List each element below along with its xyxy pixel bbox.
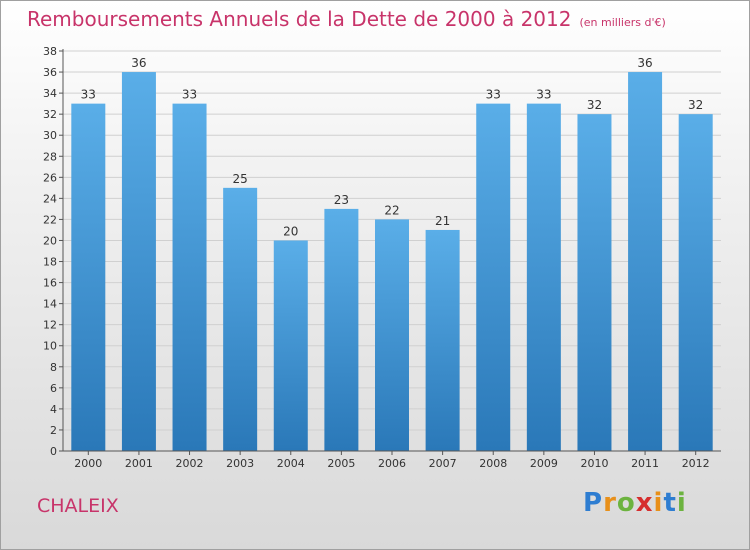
data-label: 33 — [486, 88, 501, 102]
data-label: 25 — [233, 172, 248, 186]
x-tick-label: 2008 — [479, 457, 507, 470]
bar-2009 — [526, 103, 561, 451]
x-tick-label: 2012 — [682, 457, 710, 470]
labels: 0246810121416182022242628303234363833200… — [43, 45, 710, 470]
y-tick-label: 26 — [43, 171, 57, 184]
axes — [59, 49, 721, 455]
x-tick-label: 2001 — [125, 457, 153, 470]
data-label: 23 — [334, 193, 349, 207]
y-tick-label: 22 — [43, 213, 57, 226]
bar-2011 — [628, 72, 663, 451]
logo-letter: i — [653, 488, 664, 518]
bar-2007 — [425, 229, 460, 451]
x-tick-label: 2000 — [74, 457, 102, 470]
bar-2012 — [678, 114, 713, 451]
logo-letter: t — [663, 488, 677, 518]
y-tick-label: 28 — [43, 150, 57, 163]
bar-2005 — [324, 208, 359, 451]
chart-title: Remboursements Annuels de la Dette de 20… — [27, 7, 666, 31]
bar-2003 — [223, 187, 258, 451]
y-tick-label: 20 — [43, 234, 57, 247]
x-tick-label: 2002 — [176, 457, 204, 470]
bar-2004 — [273, 240, 308, 451]
y-tick-label: 32 — [43, 108, 57, 121]
y-tick-label: 8 — [50, 361, 57, 374]
data-label: 21 — [435, 214, 450, 228]
chart-title-text: Remboursements Annuels de la Dette de 20… — [27, 7, 572, 31]
x-tick-label: 2005 — [327, 457, 355, 470]
y-tick-label: 6 — [50, 382, 57, 395]
y-tick-label: 30 — [43, 129, 57, 142]
data-label: 20 — [283, 224, 298, 238]
commune-name: CHALEIX — [37, 495, 119, 517]
x-tick-label: 2004 — [277, 457, 305, 470]
data-label: 22 — [384, 203, 399, 217]
proxiti-logo: Proxiti — [583, 488, 687, 518]
data-label: 36 — [131, 56, 146, 70]
x-tick-label: 2006 — [378, 457, 406, 470]
data-label: 33 — [81, 88, 96, 102]
bar-2001 — [121, 72, 156, 451]
x-tick-label: 2009 — [530, 457, 558, 470]
y-tick-label: 12 — [43, 319, 57, 332]
data-label: 32 — [587, 98, 602, 112]
x-tick-label: 2007 — [429, 457, 457, 470]
chart-subtitle: (en milliers d'€) — [579, 16, 666, 29]
y-tick-label: 2 — [50, 424, 57, 437]
bar-2008 — [476, 103, 511, 451]
y-tick-label: 34 — [43, 87, 57, 100]
data-label: 33 — [182, 88, 197, 102]
y-tick-label: 16 — [43, 277, 57, 290]
x-tick-label: 2010 — [580, 457, 608, 470]
logo-letter: x — [635, 488, 654, 518]
logo-letter: P — [583, 488, 604, 518]
y-tick-label: 0 — [50, 445, 57, 458]
bar-2006 — [375, 219, 409, 451]
logo-letter: r — [603, 488, 617, 518]
y-tick-label: 24 — [43, 192, 57, 205]
y-tick-label: 14 — [43, 298, 57, 311]
data-label: 36 — [637, 56, 652, 70]
y-tick-label: 38 — [43, 45, 57, 58]
y-tick-label: 18 — [43, 256, 57, 269]
y-tick-label: 10 — [43, 340, 57, 353]
y-tick-label: 4 — [50, 403, 57, 416]
x-tick-label: 2003 — [226, 457, 254, 470]
bar-2000 — [71, 103, 106, 451]
x-tick-label: 2011 — [631, 457, 659, 470]
logo-letter: i — [676, 488, 687, 518]
bars — [71, 72, 713, 451]
bar-2002 — [172, 103, 207, 451]
logo-letter: o — [616, 488, 636, 518]
data-label: 33 — [536, 88, 551, 102]
bar-2010 — [577, 114, 612, 451]
y-tick-label: 36 — [43, 66, 57, 79]
data-label: 32 — [688, 98, 703, 112]
